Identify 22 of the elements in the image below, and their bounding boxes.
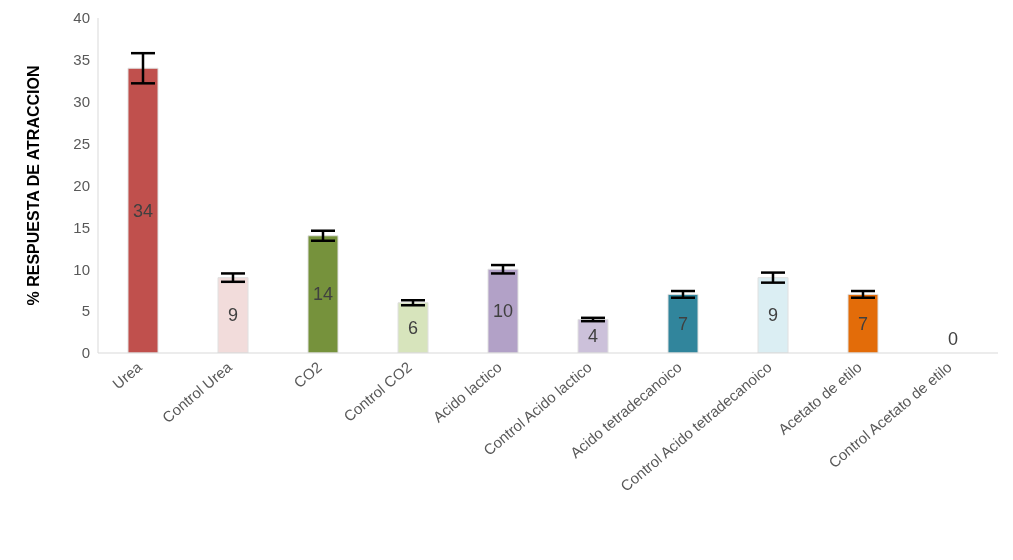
data-label: 0 [947,328,959,350]
y-tick-label: 10 [73,260,90,278]
y-tick-label: 40 [73,9,90,27]
data-label: 14 [312,284,334,305]
data-label: 34 [132,200,154,221]
y-tick-label: 0 [81,344,90,362]
y-axis-title: % RESPUESTA DE ATRACCION [24,65,42,306]
y-tick-label: 20 [73,176,90,194]
x-tick-label: Urea [109,357,146,393]
y-tick-label: 30 [73,93,90,111]
data-label: 6 [407,317,419,338]
data-label: 10 [492,301,514,322]
data-label: 7 [677,313,689,334]
y-tick-label: 35 [73,51,90,69]
data-label: 9 [767,305,779,326]
data-label: 4 [587,326,599,347]
x-tick-label: CO2 [290,358,325,392]
y-tick-label: 15 [73,218,90,236]
data-label: 9 [227,305,239,326]
y-tick-label: 5 [81,302,90,320]
y-tick-label: 25 [73,134,90,152]
data-label: 7 [857,313,869,334]
